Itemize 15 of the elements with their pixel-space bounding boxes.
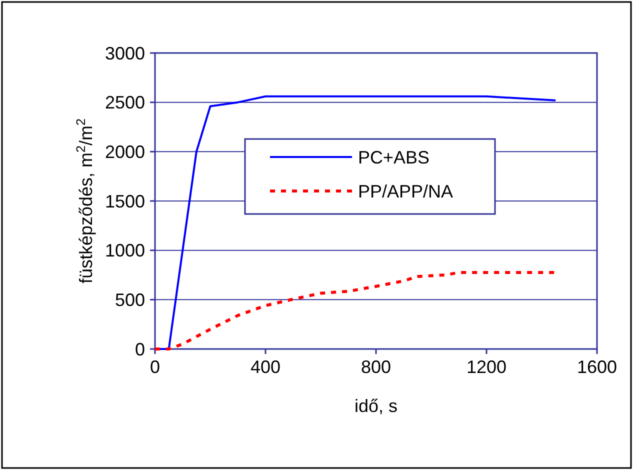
legend-label: PC+ABS [358,147,430,168]
legend-label: PP/APP/NA [358,181,454,202]
x-axis-title: idő, s [354,396,398,416]
y-tick-label: 2000 [104,142,145,162]
y-tick-label: 3000 [104,43,145,64]
y-tick-label: 1000 [104,240,145,261]
x-tick-label: 1600 [576,357,618,377]
x-tick-label: 1200 [466,357,507,377]
y-tick-label: 1500 [104,191,145,212]
y-tick-label: 500 [114,290,145,310]
x-tick-label: 800 [360,357,392,377]
y-tick-label: 2500 [104,92,145,113]
x-tick-label: 0 [150,357,160,377]
y-tick-label: 0 [134,339,145,360]
x-tick-label: 400 [250,357,281,377]
